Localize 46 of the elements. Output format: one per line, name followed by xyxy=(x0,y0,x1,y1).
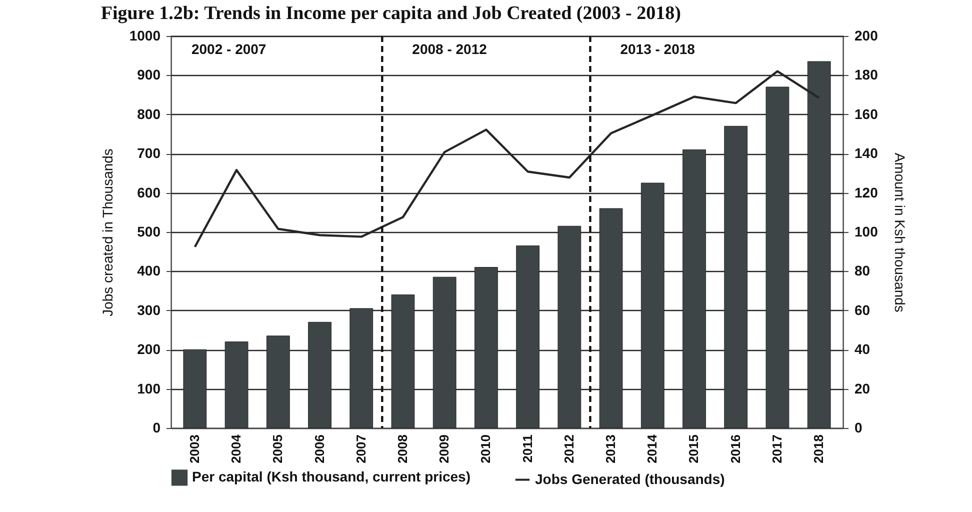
x-tick-label: 2009 xyxy=(436,434,452,464)
x-tick-label: 2007 xyxy=(353,434,368,464)
chart-title: Figure 1.2b: Trends in Income per capita and Job Created (2003 - 2018) xyxy=(100,3,681,24)
y-tick-label: 700 xyxy=(137,145,161,162)
y-tick-label: 600 xyxy=(137,184,161,200)
x-tick-label: 2016 xyxy=(728,434,743,464)
annotation: 2002 - 2007 xyxy=(191,41,266,57)
y2-tick-label: 200 xyxy=(854,28,878,44)
y-tick-label: 200 xyxy=(137,341,161,358)
x-tick-label: 2014 xyxy=(644,434,660,464)
y2-tick-label: 80 xyxy=(854,262,870,279)
y-tick-label: 900 xyxy=(137,66,161,83)
x-tick-label: 2005 xyxy=(270,434,286,464)
y2-tick-label: 40 xyxy=(854,341,870,358)
x-tick-label: 2017 xyxy=(769,434,784,464)
y-tick-label: 300 xyxy=(137,302,161,318)
y-tick-label: 1000 xyxy=(129,28,161,44)
x-tick-label: 2004 xyxy=(228,434,244,464)
y2-tick-label: 140 xyxy=(854,145,878,162)
x-tick-label: 2013 xyxy=(603,434,618,464)
y2-tick-label: 160 xyxy=(854,106,878,122)
x-tick-label: 2018 xyxy=(811,434,826,464)
y-tick-label: 800 xyxy=(137,106,161,122)
y2-axis-title: Amount in Ksh thousands xyxy=(892,152,908,312)
y-tick-label: 100 xyxy=(137,380,161,396)
x-tick-label: 2010 xyxy=(478,434,494,464)
y-tick-label: 0 xyxy=(152,420,161,436)
x-tick-label: 2012 xyxy=(561,434,576,464)
x-tick-label: 2003 xyxy=(186,434,202,464)
legend-label: Per capital (Ksh thousand, current prices) xyxy=(192,468,471,485)
y2-tick-label: 120 xyxy=(854,184,878,200)
x-tick-label: 2011 xyxy=(520,434,535,463)
x-tick-label: 2008 xyxy=(394,434,410,464)
y2-tick-label: 0 xyxy=(854,420,862,436)
y2-tick-label: 60 xyxy=(854,302,870,318)
y-axis-title: Jobs created in Thousands xyxy=(99,148,116,316)
x-tick-label: 2006 xyxy=(312,434,327,464)
y-tick-label: 500 xyxy=(137,224,161,240)
y2-tick-label: 100 xyxy=(854,224,878,240)
y2-tick-label: 180 xyxy=(854,66,878,83)
y-tick-label: 400 xyxy=(137,262,161,279)
legend-label: Jobs Generated (thousands) xyxy=(535,470,725,487)
x-tick-label: 2015 xyxy=(686,434,702,464)
y2-tick-label: 20 xyxy=(854,380,870,396)
annotation: 2008 - 2012 xyxy=(412,41,488,57)
annotation: 2013 - 2018 xyxy=(620,41,696,57)
